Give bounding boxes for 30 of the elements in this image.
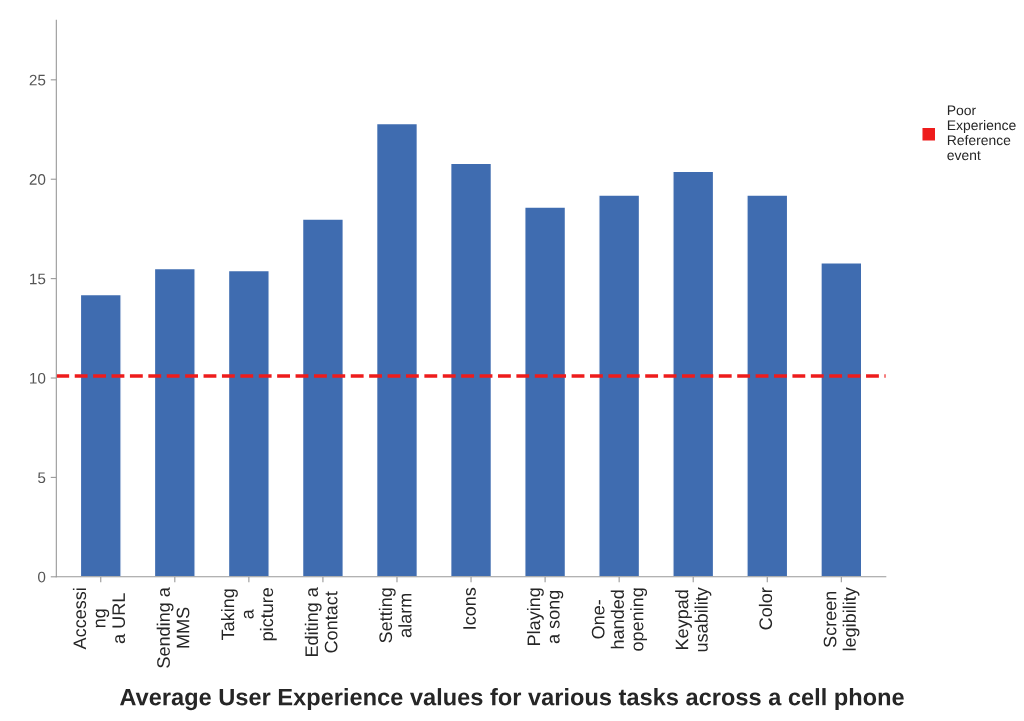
x-tick-label: Sending a MMS xyxy=(156,587,190,668)
y-tick-label: 15 xyxy=(30,273,46,285)
bar xyxy=(524,206,567,577)
x-tick-label: Setting alarm xyxy=(378,588,412,643)
y-tick-label: 0 xyxy=(38,571,46,583)
bar xyxy=(153,267,196,577)
bar xyxy=(672,170,715,577)
bar xyxy=(79,293,122,577)
bar xyxy=(598,194,641,577)
x-tick-label: Color xyxy=(758,587,773,630)
bar xyxy=(449,162,493,577)
text: Average User Experience values for various tasks across a cell phone xyxy=(120,688,904,711)
y-tick-label: 20 xyxy=(29,174,46,185)
bar xyxy=(820,262,863,577)
x-tick-label: Taking a picture xyxy=(221,588,277,641)
x-tick-label: Accessi ng a URL xyxy=(72,588,126,650)
x-tick-label: Screen legibility xyxy=(823,587,860,651)
x-tick-label: Editing a Contact xyxy=(304,587,338,656)
bar xyxy=(375,122,419,577)
x-tick-label: Playing a song xyxy=(526,588,564,645)
bar xyxy=(227,269,270,577)
x-tick-label: Icons xyxy=(463,587,476,629)
y-tick-label: 25 xyxy=(29,74,46,86)
bar xyxy=(746,194,789,577)
x-tick-label: One- handed opening xyxy=(591,588,648,651)
legend-label: Poor Experience Reference event xyxy=(947,105,1016,161)
y-tick-label: 10 xyxy=(30,372,46,384)
y-tick-label: 5 xyxy=(38,472,46,484)
bar xyxy=(301,218,344,577)
x-tick-label: Keypad usability xyxy=(675,587,712,652)
